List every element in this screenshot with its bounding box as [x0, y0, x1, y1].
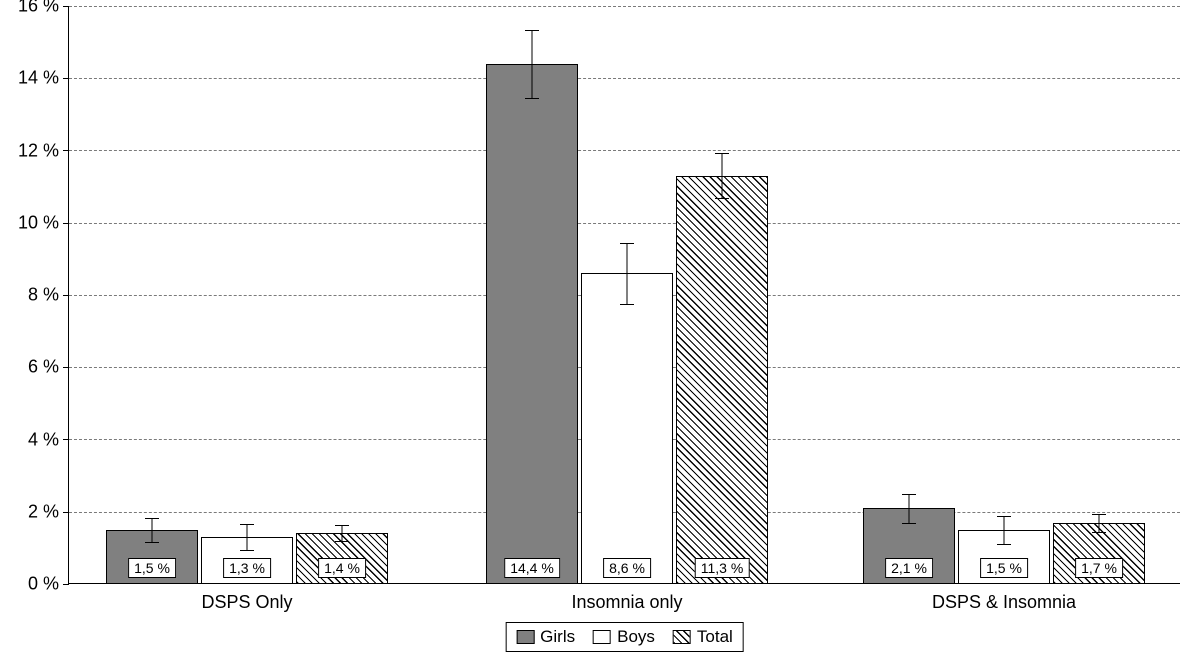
legend-label: Girls [540, 627, 575, 647]
bar-value-label: 1,3 % [223, 558, 271, 578]
y-tick [63, 512, 69, 513]
y-tick [63, 150, 69, 151]
bar-girls: 14,4 % [486, 64, 578, 584]
bar-value-label: 2,1 % [885, 558, 933, 578]
y-axis-label: 4 % [28, 429, 59, 450]
y-tick [63, 367, 69, 368]
bar-boys: 8,6 % [581, 273, 673, 584]
y-tick [63, 439, 69, 440]
bar-value-label: 14,4 % [504, 558, 560, 578]
bar-total: 11,3 % [676, 176, 768, 584]
y-axis-label: 0 % [28, 574, 59, 595]
legend-swatch-icon [673, 630, 691, 644]
x-axis-category-label: DSPS Only [201, 592, 292, 613]
legend-item-boys: Boys [593, 627, 655, 647]
y-axis-label: 14 % [18, 68, 59, 89]
y-axis-label: 16 % [18, 0, 59, 17]
gridline [69, 6, 1180, 7]
gridline [69, 223, 1180, 224]
y-tick [63, 295, 69, 296]
legend-swatch-icon [516, 630, 534, 644]
bar-value-label: 8,6 % [603, 558, 651, 578]
legend-item-total: Total [673, 627, 733, 647]
bar-value-label: 1,7 % [1075, 558, 1123, 578]
chart-legend: Girls Boys Total [505, 622, 744, 652]
legend-swatch-icon [593, 630, 611, 644]
plot-area: 0 %2 %4 %6 %8 %10 %12 %14 %16 %DSPS Only… [68, 6, 1180, 584]
y-axis-label: 12 % [18, 140, 59, 161]
y-axis-label: 6 % [28, 357, 59, 378]
chart-container: 0 % 2 % 4 % 6 % 8 % 10 % 12 % 14 % 16 % DSPS Only… [0, 0, 1200, 664]
y-tick [63, 223, 69, 224]
x-axis-category-label: Insomnia only [571, 592, 682, 613]
legend-label: Boys [617, 627, 655, 647]
bar-value-label: 11,3 % [695, 558, 750, 578]
bar-value-label: 1,5 % [980, 558, 1028, 578]
gridline [69, 78, 1180, 79]
y-tick [63, 78, 69, 79]
y-tick [63, 6, 69, 7]
gridline [69, 150, 1180, 151]
y-axis-label: 2 % [28, 501, 59, 522]
y-axis-label: 10 % [18, 212, 59, 233]
y-axis-label: 8 % [28, 285, 59, 306]
x-axis-category-label: DSPS & Insomnia [932, 592, 1076, 613]
bar-value-label: 1,4 % [318, 558, 366, 578]
bar-value-label: 1,5 % [128, 558, 176, 578]
legend-label: Total [697, 627, 733, 647]
legend-item-girls: Girls [516, 627, 575, 647]
